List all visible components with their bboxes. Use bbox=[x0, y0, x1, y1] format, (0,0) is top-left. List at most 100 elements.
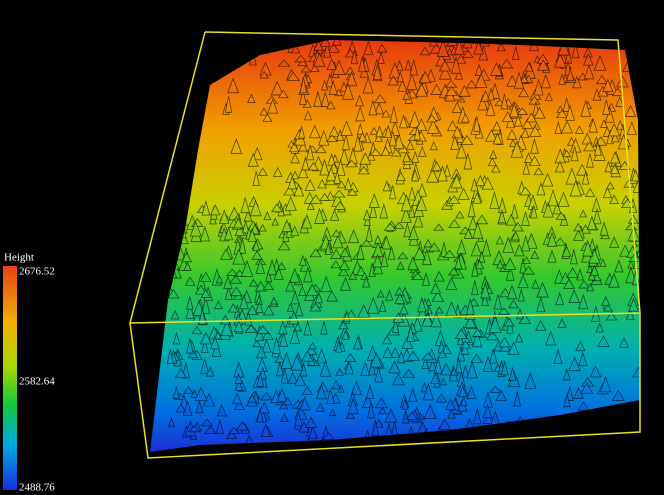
tree bbox=[293, 372, 307, 387]
tree bbox=[224, 96, 233, 113]
tree bbox=[188, 97, 198, 106]
tree bbox=[186, 296, 194, 310]
tree bbox=[293, 183, 305, 197]
tree bbox=[582, 141, 596, 152]
tree bbox=[557, 318, 567, 328]
tree bbox=[522, 265, 535, 275]
tree bbox=[270, 296, 279, 305]
tree bbox=[255, 345, 267, 359]
tree bbox=[380, 251, 389, 267]
tree bbox=[522, 161, 530, 175]
tree bbox=[232, 217, 244, 229]
tree bbox=[471, 262, 479, 277]
tree bbox=[309, 64, 320, 72]
tree bbox=[474, 259, 485, 270]
tree bbox=[338, 320, 349, 330]
tree bbox=[576, 163, 589, 176]
tree bbox=[333, 170, 341, 185]
tree bbox=[360, 361, 371, 376]
tree bbox=[600, 119, 608, 128]
tree bbox=[303, 266, 313, 283]
tree bbox=[308, 124, 321, 139]
tree bbox=[429, 40, 438, 47]
tree bbox=[355, 106, 366, 122]
tree bbox=[200, 357, 210, 375]
tree bbox=[398, 114, 409, 129]
tree bbox=[323, 42, 332, 58]
tree bbox=[602, 100, 611, 115]
tree bbox=[287, 175, 297, 190]
tree bbox=[554, 120, 563, 135]
tree bbox=[188, 101, 202, 115]
tree bbox=[628, 40, 639, 46]
tree bbox=[481, 293, 489, 307]
tree bbox=[495, 235, 505, 245]
tree bbox=[440, 241, 448, 257]
tree bbox=[363, 40, 374, 56]
tree bbox=[201, 338, 209, 354]
tree bbox=[533, 167, 544, 176]
tree bbox=[563, 392, 571, 408]
tree bbox=[326, 100, 336, 110]
tree bbox=[595, 322, 604, 333]
tree bbox=[630, 169, 640, 182]
tree bbox=[474, 73, 488, 89]
tree bbox=[583, 53, 594, 66]
tree bbox=[373, 234, 382, 244]
tree bbox=[411, 150, 420, 163]
tree bbox=[632, 366, 640, 378]
tree bbox=[242, 220, 250, 234]
tree bbox=[357, 56, 367, 73]
tree bbox=[201, 297, 211, 314]
tree bbox=[238, 237, 247, 254]
tree bbox=[490, 163, 501, 173]
tree bbox=[244, 324, 258, 333]
tree bbox=[420, 429, 430, 445]
tree bbox=[319, 192, 331, 201]
tree bbox=[258, 223, 267, 232]
tree bbox=[547, 188, 559, 207]
tree bbox=[454, 40, 465, 55]
tree bbox=[602, 186, 613, 199]
tree bbox=[240, 259, 254, 277]
tree bbox=[557, 41, 571, 56]
tree bbox=[577, 401, 590, 411]
tree bbox=[528, 124, 542, 137]
tree bbox=[413, 212, 424, 228]
tree bbox=[619, 337, 630, 348]
tree bbox=[472, 329, 483, 348]
tree bbox=[328, 125, 340, 137]
tree bbox=[614, 259, 624, 273]
tree bbox=[542, 201, 554, 218]
tree bbox=[271, 203, 283, 213]
tree bbox=[225, 430, 238, 439]
tree bbox=[465, 79, 478, 89]
tree bbox=[609, 163, 620, 174]
tree bbox=[344, 360, 355, 375]
tree bbox=[533, 78, 544, 96]
tree bbox=[262, 113, 273, 122]
tree bbox=[500, 427, 514, 437]
tree bbox=[203, 425, 218, 434]
tree bbox=[592, 207, 602, 225]
tree bbox=[481, 176, 494, 190]
tree bbox=[339, 247, 351, 258]
tree bbox=[306, 144, 315, 161]
tree bbox=[276, 261, 287, 270]
tree bbox=[535, 319, 547, 331]
tree bbox=[176, 216, 189, 227]
tree bbox=[510, 140, 524, 158]
tree bbox=[439, 377, 448, 386]
tree bbox=[298, 165, 309, 179]
tree bbox=[562, 367, 571, 381]
tree bbox=[521, 256, 532, 264]
tree bbox=[326, 290, 339, 302]
tree bbox=[259, 107, 269, 116]
tree bbox=[395, 59, 404, 72]
tree bbox=[541, 172, 554, 187]
tree bbox=[578, 279, 591, 289]
tree bbox=[246, 304, 259, 316]
tree bbox=[505, 213, 517, 226]
tree bbox=[256, 325, 270, 335]
tree bbox=[406, 326, 416, 342]
